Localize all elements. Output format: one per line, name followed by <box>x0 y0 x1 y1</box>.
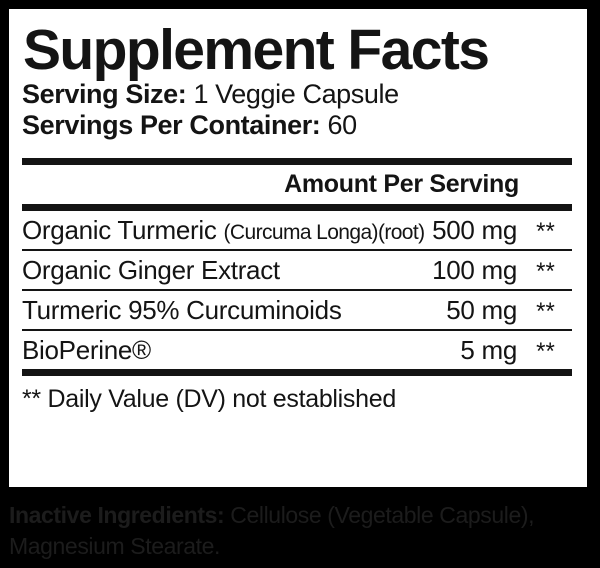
rule-below-amount-header <box>22 204 572 211</box>
facts-panel-inner: Supplement Facts Serving Size: 1 Veggie … <box>22 9 572 414</box>
facts-panel: Supplement Facts Serving Size: 1 Veggie … <box>9 9 587 487</box>
row-divider <box>22 289 572 291</box>
servings-per-container-value: 60 <box>327 110 358 140</box>
inactive-ingredients-value: Cellulose (Vegetable Capsule), Magnesium… <box>9 502 535 559</box>
ingredient-daily-value: ** <box>536 258 555 285</box>
amount-header-row: Amount Per Serving <box>22 165 572 204</box>
table-row: Organic Turmeric (Curcuma Longa)(root) 5… <box>22 211 572 249</box>
table-row: Organic Ginger Extract 100 mg ** <box>22 251 572 289</box>
ingredient-daily-value: ** <box>536 298 555 325</box>
rule-below-servings <box>22 158 572 165</box>
serving-size-value: 1 Veggie Capsule <box>193 79 399 109</box>
ingredient-name: BioPerine® <box>22 335 151 365</box>
row-divider <box>22 249 572 251</box>
ingredient-amount: 500 mg <box>432 215 517 245</box>
table-row: Turmeric 95% Curcuminoids 50 mg ** <box>22 291 572 329</box>
servings-per-container-label: Servings Per Container: <box>22 110 321 140</box>
ingredient-name-main: Organic Turmeric <box>22 215 217 245</box>
page-title: Supplement Facts <box>23 18 490 82</box>
row-divider <box>22 329 572 331</box>
rule-below-ingredients <box>22 369 572 376</box>
daily-value-footnote: ** Daily Value (DV) not established <box>22 385 396 413</box>
ingredient-amount: 5 mg <box>460 335 517 365</box>
inactive-ingredients-label: Inactive Ingredients: <box>9 502 225 528</box>
ingredient-amount: 100 mg <box>432 255 517 285</box>
ingredient-daily-value: ** <box>536 218 555 245</box>
ingredient-amount: 50 mg <box>446 295 517 325</box>
ingredient-name-sub: (Curcuma Longa)(root) <box>223 221 426 244</box>
inactive-ingredients-block: Inactive Ingredients: Cellulose (Vegetab… <box>9 500 591 562</box>
ingredient-name: Organic Ginger Extract <box>22 255 280 285</box>
ingredient-name: Turmeric 95% Curcuminoids <box>22 295 342 325</box>
serving-size-line: Serving Size: 1 Veggie Capsule <box>22 79 572 110</box>
amount-per-serving-header: Amount Per Serving <box>284 170 519 198</box>
serving-size-label: Serving Size: <box>22 79 187 109</box>
ingredient-name: Organic Turmeric (Curcuma Longa)(root) <box>22 215 432 246</box>
servings-per-container-line: Servings Per Container: 60 <box>22 110 572 141</box>
ingredient-daily-value: ** <box>536 338 555 365</box>
table-row: BioPerine® 5 mg ** <box>22 331 572 369</box>
